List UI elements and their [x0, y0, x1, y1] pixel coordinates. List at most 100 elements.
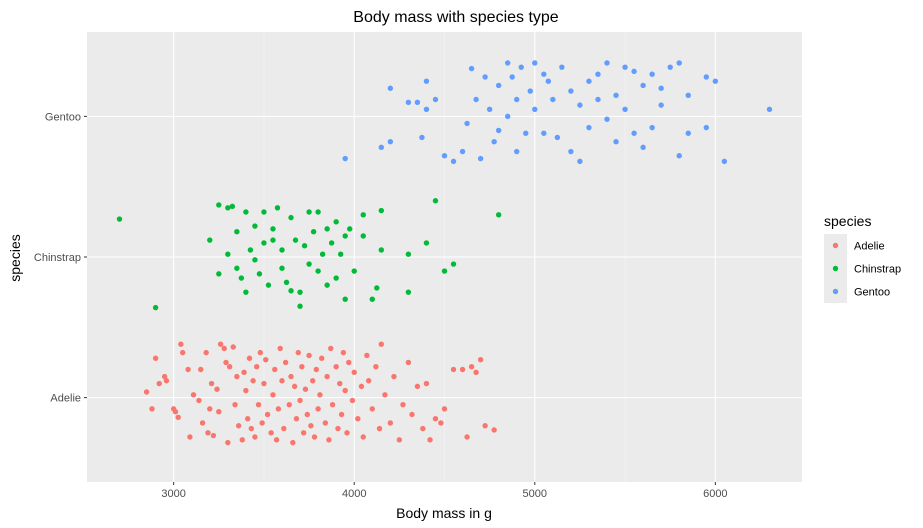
data-point-adelie	[300, 430, 307, 436]
legend-key-gentoo	[832, 288, 839, 295]
x-axis: 3000 4000 5000 6000	[161, 482, 728, 500]
data-point-gentoo	[541, 130, 547, 136]
chart-title: Body mass with species type	[353, 9, 559, 26]
data-point-adelie	[234, 373, 240, 380]
data-point-chinstrap	[374, 285, 380, 291]
data-point-adelie	[261, 380, 267, 387]
data-point-adelie	[302, 386, 309, 392]
data-point-adelie	[257, 349, 264, 356]
data-point-adelie	[259, 420, 265, 426]
data-point-adelie	[378, 341, 385, 347]
data-point-adelie	[313, 366, 320, 373]
data-point-chinstrap	[270, 237, 276, 243]
data-point-chinstrap	[423, 240, 430, 246]
data-point-chinstrap	[347, 226, 353, 232]
data-point-gentoo	[595, 96, 601, 103]
data-point-gentoo	[509, 74, 515, 80]
data-point-chinstrap	[301, 243, 308, 249]
data-point-adelie	[217, 341, 224, 347]
data-point-gentoo	[495, 82, 502, 89]
data-point-gentoo	[419, 134, 425, 141]
legend: species Adelie Chinstrap Gentoo	[824, 213, 901, 303]
data-point-adelie	[427, 437, 433, 443]
data-point-gentoo	[514, 148, 520, 155]
data-point-chinstrap	[328, 240, 335, 246]
data-point-adelie	[277, 345, 283, 352]
data-point-chinstrap	[315, 268, 321, 274]
data-point-chinstrap	[306, 209, 312, 215]
data-point-gentoo	[405, 99, 412, 106]
data-point-adelie	[423, 380, 430, 387]
data-point-gentoo	[387, 85, 394, 91]
data-point-chinstrap	[310, 228, 317, 235]
data-point-chinstrap	[243, 209, 249, 215]
x-tick-label: 4000	[342, 488, 366, 500]
data-point-adelie	[333, 363, 339, 370]
data-point-adelie	[225, 439, 231, 446]
data-point-adelie	[355, 416, 361, 422]
data-point-gentoo	[387, 138, 394, 145]
data-point-adelie	[464, 434, 470, 440]
legend-label: Chinstrap	[854, 264, 901, 276]
data-point-gentoo	[703, 74, 710, 80]
data-point-gentoo	[514, 96, 520, 103]
data-point-chinstrap	[261, 209, 267, 215]
data-point-chinstrap	[378, 207, 385, 214]
data-point-adelie	[387, 420, 394, 426]
data-point-adelie	[203, 349, 209, 356]
data-point-gentoo	[545, 78, 552, 84]
data-point-adelie	[317, 392, 323, 398]
data-point-chinstrap	[315, 209, 321, 215]
data-point-gentoo	[766, 106, 773, 113]
data-point-chinstrap	[288, 214, 294, 221]
data-point-chinstrap	[274, 205, 281, 211]
data-point-gentoo	[676, 153, 682, 159]
data-point-adelie	[149, 406, 155, 412]
data-point-gentoo	[658, 102, 664, 108]
data-point-adelie	[281, 425, 287, 432]
data-point-adelie	[376, 425, 383, 432]
data-point-adelie	[232, 401, 238, 408]
data-point-adelie	[358, 383, 365, 390]
data-point-chinstrap	[229, 203, 236, 210]
data-point-adelie	[295, 349, 301, 356]
x-axis-title: Body mass in g	[396, 505, 492, 521]
data-point-adelie	[226, 363, 233, 370]
data-point-adelie	[477, 356, 484, 363]
data-point-chinstrap	[337, 251, 344, 257]
data-point-chinstrap	[333, 219, 339, 225]
data-point-chinstrap	[279, 247, 285, 253]
data-point-adelie	[337, 380, 343, 387]
data-point-adelie	[273, 437, 280, 443]
data-point-adelie	[270, 392, 276, 398]
data-point-gentoo	[495, 127, 502, 134]
data-point-gentoo	[486, 106, 493, 113]
data-point-adelie	[340, 349, 347, 356]
data-point-adelie	[272, 366, 278, 373]
data-point-gentoo	[658, 85, 664, 91]
data-point-adelie	[450, 366, 457, 373]
data-point-adelie	[342, 387, 348, 394]
data-point-adelie	[268, 430, 274, 436]
data-point-adelie	[254, 363, 260, 370]
data-point-adelie	[364, 352, 370, 359]
data-point-chinstrap	[292, 237, 299, 243]
data-point-gentoo	[568, 148, 574, 155]
data-point-chinstrap	[324, 226, 330, 232]
data-point-adelie	[299, 363, 305, 370]
data-point-adelie	[351, 369, 357, 376]
data-point-adelie	[185, 366, 191, 373]
data-points	[116, 60, 773, 446]
data-point-adelie	[420, 425, 426, 432]
data-point-gentoo	[640, 144, 646, 151]
data-point-gentoo	[568, 88, 574, 94]
y-axis-title: species	[7, 234, 23, 281]
legend-label: Gentoo	[854, 287, 890, 299]
data-point-adelie	[239, 437, 245, 443]
data-point-gentoo	[459, 148, 466, 155]
data-point-chinstrap	[306, 261, 312, 267]
data-point-adelie	[441, 406, 448, 412]
data-point-chinstrap	[351, 268, 357, 274]
data-point-adelie	[391, 373, 397, 380]
x-tick-label: 5000	[523, 488, 547, 500]
